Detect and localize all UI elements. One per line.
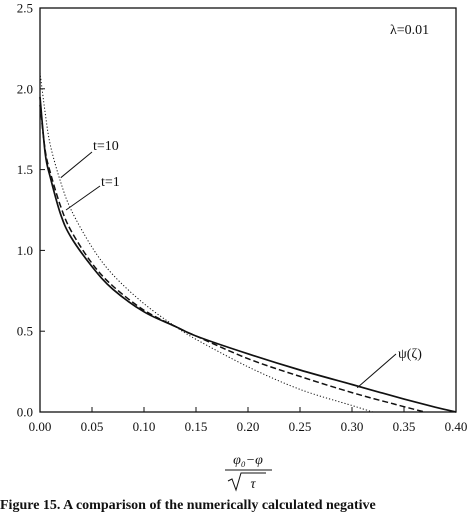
t1-label: t=1 — [101, 175, 120, 190]
x-tick-label: 0.30 — [341, 419, 364, 434]
annotation-leader-line — [65, 185, 101, 211]
x-tick-label: 0.20 — [237, 419, 260, 434]
plot-frame — [39, 7, 457, 413]
t10-label: t=10 — [93, 139, 119, 154]
series-line-2 — [39, 72, 373, 413]
series-line-0 — [39, 96, 457, 413]
y-axis-ticks: 0.0 0.5 1.0 1.5 2.0 2.5 — [17, 1, 45, 420]
x-axis-ticks: 0.00 0.05 0.10 0.15 0.20 0.25 0.30 0.35 0.40 — [29, 407, 468, 434]
figure-caption: Figure 15. A comparison of the numerical… — [0, 498, 376, 513]
x-tick-label: 0.05 — [81, 419, 104, 434]
y-tick-label: 1.0 — [17, 243, 33, 258]
plot-area: 0.00 0.05 0.10 0.15 0.20 0.25 0.30 0.35 0.40 0.0… — [17, 1, 468, 435]
x-tick-label: 0.00 — [29, 419, 52, 434]
x-tick-label: 0.15 — [185, 419, 208, 434]
annotation-leaders — [60, 151, 397, 389]
series-line-1 — [39, 104, 425, 413]
x-axis-label-numerator: φ₀−φ — [233, 453, 263, 468]
lambda-label: λ=0.01 — [390, 23, 429, 38]
x-tick-label: 0.25 — [289, 419, 312, 434]
x-axis-label-denominator: τ — [250, 477, 256, 492]
annotation-leader-line — [60, 151, 93, 179]
annotation-leader-line — [356, 353, 397, 389]
x-tick-label: 0.35 — [393, 419, 416, 434]
series-layer — [39, 72, 457, 413]
x-axis-label-sqrt-sign — [227, 472, 266, 492]
x-tick-label: 0.10 — [133, 419, 156, 434]
x-axis-label: φ₀−φ τ — [225, 453, 272, 492]
x-tick-label: 0.40 — [445, 419, 468, 434]
y-tick-label: 2.0 — [17, 81, 33, 96]
y-tick-label: 1.5 — [17, 162, 33, 177]
y-tick-label: 0.0 — [17, 405, 33, 420]
y-tick-label: 2.5 — [17, 1, 33, 16]
y-tick-label: 0.5 — [17, 324, 33, 339]
psi-zeta-label: ψ(ζ) — [398, 347, 422, 362]
